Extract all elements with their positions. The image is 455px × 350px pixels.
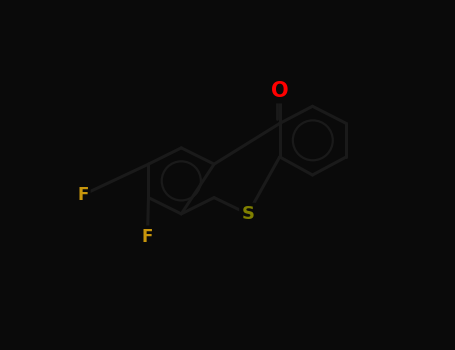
Text: F: F [77, 186, 89, 204]
Text: O: O [271, 81, 288, 101]
Text: S: S [241, 205, 254, 223]
Text: F: F [142, 228, 153, 245]
